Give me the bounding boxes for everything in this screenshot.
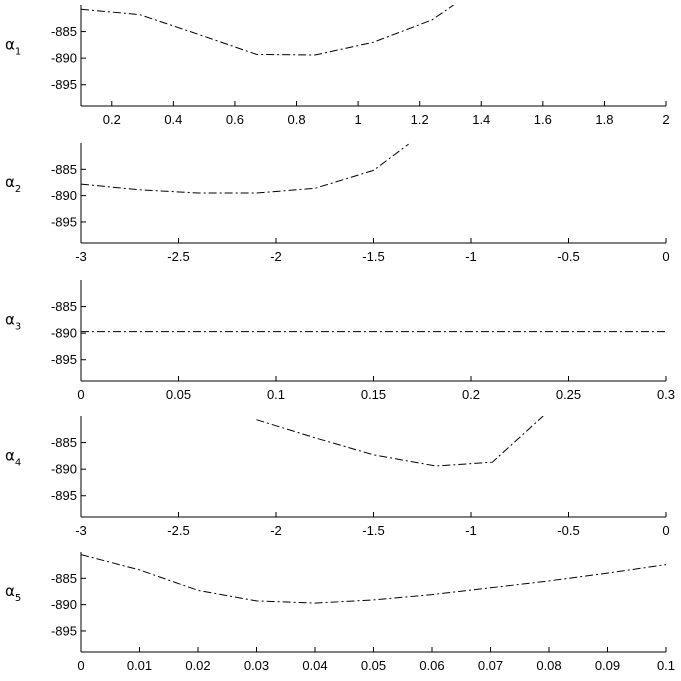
x-tick-label: -2 <box>270 249 282 264</box>
y-tick-label: -890 <box>51 188 77 203</box>
x-tick-label: 2 <box>662 112 669 127</box>
y-axis-label: α2 <box>5 173 21 195</box>
x-tick-label: 0.3 <box>657 387 675 402</box>
x-tick-label: -2.5 <box>167 523 189 538</box>
x-tick-label: -2.5 <box>167 249 189 264</box>
x-tick-label: 0.02 <box>185 658 210 673</box>
x-tick-label: 0.07 <box>478 658 503 673</box>
y-tick-label: -890 <box>51 326 77 341</box>
x-tick-label: 0.09 <box>595 658 620 673</box>
x-tick-label: 1 <box>354 112 361 127</box>
y-axis-label: α5 <box>5 582 21 604</box>
y-tick-label: -885 <box>51 162 77 177</box>
series-line <box>81 554 666 604</box>
x-tick-label: -0.5 <box>557 523 579 538</box>
y-tick-label: -895 <box>51 623 77 638</box>
y-axis-label: α1 <box>5 36 21 58</box>
x-tick-label: 0.06 <box>419 658 444 673</box>
x-tick-label: 0 <box>662 249 669 264</box>
x-tick-label: -1.5 <box>362 249 384 264</box>
x-tick-label: 0.08 <box>536 658 561 673</box>
subplot-3: -885 -890 -895 0 0.05 0.1 0.15 0.2 0.25 0.3 α3 <box>5 280 675 402</box>
subplot-5: -885 -890 -895 0 0.01 0.02 0.03 0.04 0.05 0.06 0.0… <box>5 552 675 673</box>
subplot-4: -885 -890 -895 -3 -2.5 -2 -1.5 -1 -0.5 0 α4 <box>5 416 670 538</box>
x-tick-label: 0.1 <box>267 387 285 402</box>
x-tick-label: 0.2 <box>103 112 121 127</box>
x-tick-label: -2 <box>270 523 282 538</box>
x-tick-label: 0 <box>662 523 669 538</box>
series-line <box>81 5 454 56</box>
x-tick-label: 0.4 <box>164 112 182 127</box>
y-tick-label: -885 <box>51 435 77 450</box>
x-tick-label: 0.05 <box>361 658 386 673</box>
y-tick-label: -885 <box>51 571 77 586</box>
x-tick-label: 0.25 <box>556 387 581 402</box>
x-tick-label: -1.5 <box>362 523 384 538</box>
y-tick-label: -885 <box>51 24 77 39</box>
y-tick-label: -895 <box>51 488 77 503</box>
series-line <box>81 143 409 194</box>
x-tick-label: -1 <box>465 523 477 538</box>
x-tick-label: -1 <box>465 249 477 264</box>
y-tick-label: -895 <box>51 77 77 92</box>
x-tick-label: 0.03 <box>244 658 269 673</box>
x-tick-label: -3 <box>75 523 87 538</box>
x-tick-label: 1.4 <box>472 112 490 127</box>
x-tick-label: 0.2 <box>462 387 480 402</box>
y-axis-label: α3 <box>5 311 21 333</box>
y-tick-label: -885 <box>51 299 77 314</box>
x-tick-label: 0.04 <box>302 658 327 673</box>
x-tick-label: 1.2 <box>411 112 429 127</box>
y-tick-label: -895 <box>51 352 77 367</box>
x-tick-label: 0 <box>77 387 84 402</box>
x-tick-label: 0.15 <box>361 387 386 402</box>
y-tick-label: -890 <box>51 597 77 612</box>
x-tick-label: -0.5 <box>557 249 579 264</box>
x-tick-label: 0.01 <box>127 658 152 673</box>
series-line <box>256 416 544 467</box>
y-axis-label: α4 <box>5 447 21 469</box>
x-tick-label: 0.8 <box>287 112 305 127</box>
x-tick-label: 0 <box>77 658 84 673</box>
x-tick-label: 1.6 <box>534 112 552 127</box>
y-tick-label: -895 <box>51 214 77 229</box>
x-tick-label: 0.1 <box>657 658 675 673</box>
y-tick-label: -890 <box>51 51 77 66</box>
subplot-2: -885 -890 -895 -3 -2.5 -2 -1.5 -1 -0.5 0 α2 <box>5 143 670 264</box>
x-tick-label: 0.6 <box>226 112 244 127</box>
x-tick-label: 0.05 <box>166 387 191 402</box>
x-tick-label: 1.8 <box>595 112 613 127</box>
subplot-1: -885 -890 -895 0.2 0.4 0.6 0.8 1 1.2 1.4 1.6 1.8 2 α1 <box>5 5 670 127</box>
y-tick-label: -890 <box>51 462 77 477</box>
x-tick-label: -3 <box>75 249 87 264</box>
